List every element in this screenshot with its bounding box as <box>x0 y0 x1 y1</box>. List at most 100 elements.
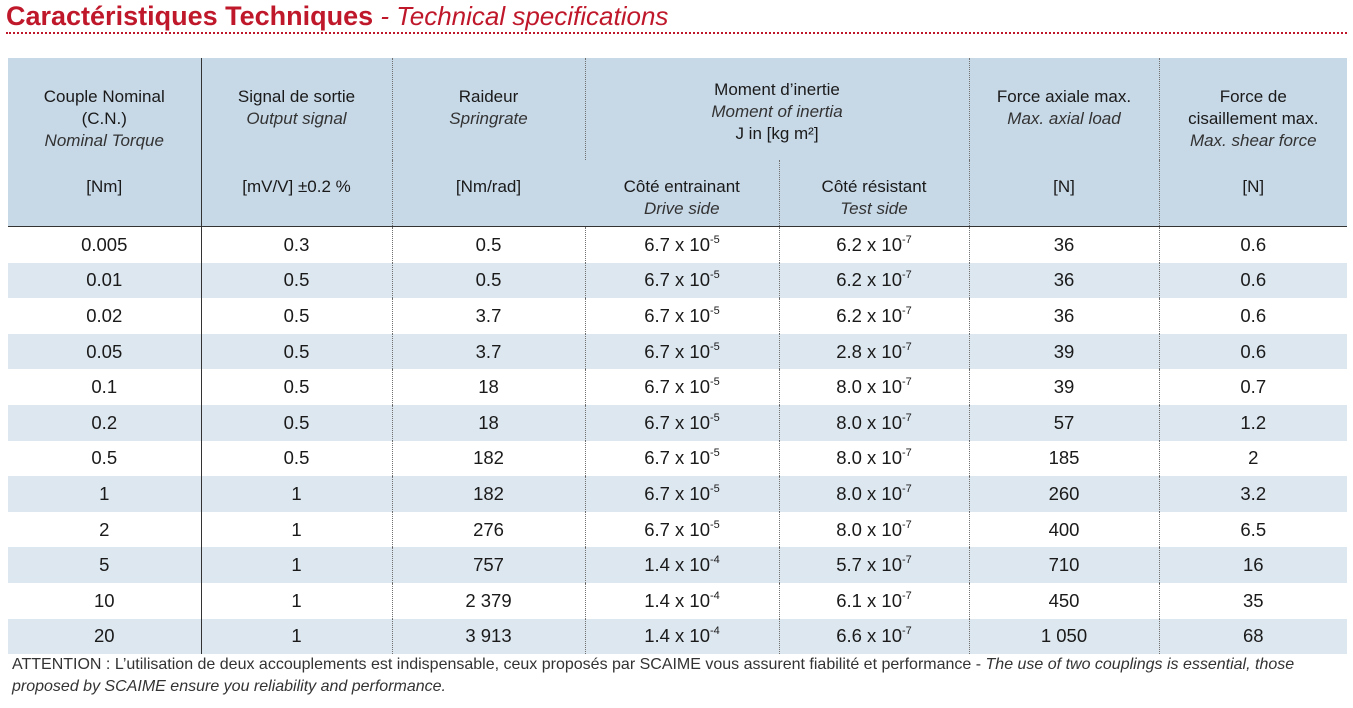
cell-test: 6.1 x 10-7 <box>778 582 969 619</box>
header-output-signal: Signal de sortie Output signal [mV/V] ±0… <box>200 58 392 227</box>
cell-cisaillement: 0.6 <box>1158 333 1347 370</box>
cell-test: 6.2 x 10-7 <box>778 262 969 299</box>
table-row: 2 1 276 6.7 x 10-5 8.0 x 10-7 400 6.5 <box>8 511 1347 548</box>
cell-signal: 0.5 <box>200 404 392 441</box>
header-test-side: Côté résistant Test side <box>778 160 969 227</box>
header-springrate: Raideur Springrate [Nm/rad] <box>391 58 585 227</box>
cell-raideur: 2 379 <box>391 582 585 619</box>
cell-test: 5.7 x 10-7 <box>778 547 969 583</box>
table-row: 0.005 0.3 0.5 6.7 x 10-5 6.2 x 10-7 36 0.6 <box>8 226 1347 263</box>
table-row: 1 1 182 6.7 x 10-5 8.0 x 10-7 260 3.2 <box>8 476 1347 512</box>
title-english: Technical specifications <box>396 1 669 31</box>
cell-test: 8.0 x 10-7 <box>778 476 969 512</box>
cell-signal: 1 <box>200 582 392 619</box>
table-row: 0.2 0.5 18 6.7 x 10-5 8.0 x 10-7 57 1.2 <box>8 404 1347 441</box>
cell-axiale: 400 <box>968 511 1159 548</box>
cell-test: 8.0 x 10-7 <box>778 404 969 441</box>
cell-signal: 0.5 <box>200 440 392 477</box>
header-drive-side: Côté entrainant Drive side <box>585 160 779 227</box>
unit-nominal-torque: [Nm] <box>86 177 123 196</box>
cell-raideur: 3.7 <box>391 298 585 334</box>
header-max-shear-force: Force de cisaillement max. Max. shear fo… <box>1158 58 1347 227</box>
cell-couple: 1 <box>8 476 201 512</box>
cell-couple: 20 <box>8 618 201 655</box>
header-moment-of-inertia: Moment d’inertie Moment of inertia J in … <box>584 58 969 160</box>
cell-test: 6.2 x 10-7 <box>778 226 969 263</box>
cell-axiale: 39 <box>968 369 1159 405</box>
cell-signal: 0.5 <box>200 369 392 405</box>
cell-cisaillement: 68 <box>1158 618 1347 655</box>
specifications-table: Couple Nominal (C.N.) Nominal Torque [Nm… <box>8 58 1347 655</box>
cell-signal: 0.5 <box>200 333 392 370</box>
cell-drive: 6.7 x 10-5 <box>584 333 779 370</box>
cell-axiale: 57 <box>968 404 1159 441</box>
cell-cisaillement: 16 <box>1158 547 1347 583</box>
unit-max-axial-load: [N] <box>1053 177 1075 196</box>
cell-axiale: 185 <box>968 440 1159 477</box>
cell-drive: 6.7 x 10-5 <box>584 476 779 512</box>
cell-axiale: 36 <box>968 298 1159 334</box>
cell-cisaillement: 1.2 <box>1158 404 1347 441</box>
cell-couple: 0.02 <box>8 298 201 334</box>
table-row: 5 1 757 1.4 x 10-4 5.7 x 10-7 710 16 <box>8 547 1347 583</box>
cell-couple: 0.01 <box>8 262 201 299</box>
cell-signal: 1 <box>200 618 392 655</box>
table-row: 0.1 0.5 18 6.7 x 10-5 8.0 x 10-7 39 0.7 <box>8 369 1347 405</box>
cell-cisaillement: 6.5 <box>1158 511 1347 548</box>
cell-cisaillement: 35 <box>1158 582 1347 619</box>
cell-axiale: 36 <box>968 226 1159 263</box>
unit-moment-of-inertia: J in [kg m²] <box>735 124 819 143</box>
title-dotted-rule <box>6 32 1347 34</box>
cell-cisaillement: 0.7 <box>1158 369 1347 405</box>
cell-test: 8.0 x 10-7 <box>778 440 969 477</box>
cell-axiale: 450 <box>968 582 1159 619</box>
attention-footnote: ATTENTION : L’utilisation de deux accoup… <box>12 654 1347 698</box>
table-row: 0.05 0.5 3.7 6.7 x 10-5 2.8 x 10-7 39 0.6 <box>8 333 1347 370</box>
table-row: 10 1 2 379 1.4 x 10-4 6.1 x 10-7 450 35 <box>8 582 1347 619</box>
cell-drive: 6.7 x 10-5 <box>584 404 779 441</box>
cell-axiale: 260 <box>968 476 1159 512</box>
cell-cisaillement: 3.2 <box>1158 476 1347 512</box>
cell-couple: 10 <box>8 582 201 619</box>
cell-couple: 0.1 <box>8 369 201 405</box>
cell-axiale: 39 <box>968 333 1159 370</box>
header-nominal-torque: Couple Nominal (C.N.) Nominal Torque [Nm… <box>8 58 201 227</box>
cell-raideur: 0.5 <box>391 226 585 263</box>
cell-drive: 6.7 x 10-5 <box>584 262 779 299</box>
cell-raideur: 3 913 <box>391 618 585 655</box>
cell-raideur: 757 <box>391 547 585 583</box>
cell-signal: 0.5 <box>200 298 392 334</box>
cell-drive: 1.4 x 10-4 <box>584 582 779 619</box>
cell-test: 8.0 x 10-7 <box>778 369 969 405</box>
cell-signal: 1 <box>200 476 392 512</box>
footnote-french: ATTENTION : L’utilisation de deux accoup… <box>12 656 986 673</box>
unit-max-shear-force: [N] <box>1242 177 1265 196</box>
cell-test: 6.2 x 10-7 <box>778 298 969 334</box>
cell-drive: 6.7 x 10-5 <box>584 369 779 405</box>
cell-signal: 0.5 <box>200 262 392 299</box>
cell-test: 2.8 x 10-7 <box>778 333 969 370</box>
page-title: Caractéristiques Techniques - Technical … <box>6 0 668 34</box>
cell-signal: 1 <box>200 547 392 583</box>
cell-couple: 0.2 <box>8 404 201 441</box>
cell-cisaillement: 0.6 <box>1158 226 1347 263</box>
cell-test: 6.6 x 10-7 <box>778 618 969 655</box>
cell-couple: 0.5 <box>8 440 201 477</box>
table-row: 0.02 0.5 3.7 6.7 x 10-5 6.2 x 10-7 36 0.6 <box>8 298 1347 334</box>
cell-couple: 0.05 <box>8 333 201 370</box>
unit-springrate: [Nm/rad] <box>455 177 522 196</box>
cell-raideur: 276 <box>391 511 585 548</box>
cell-raideur: 0.5 <box>391 262 585 299</box>
cell-drive: 1.4 x 10-4 <box>584 547 779 583</box>
header-max-axial-load: Force axiale max. Max. axial load [N] <box>968 58 1159 227</box>
cell-axiale: 1 050 <box>968 618 1159 655</box>
cell-drive: 1.4 x 10-4 <box>584 618 779 655</box>
cell-axiale: 36 <box>968 262 1159 299</box>
cell-couple: 5 <box>8 547 201 583</box>
cell-cisaillement: 2 <box>1158 440 1347 477</box>
cell-axiale: 710 <box>968 547 1159 583</box>
table-row: 0.01 0.5 0.5 6.7 x 10-5 6.2 x 10-7 36 0.6 <box>8 262 1347 299</box>
cell-drive: 6.7 x 10-5 <box>584 226 779 263</box>
cell-raideur: 3.7 <box>391 333 585 370</box>
footnote-english: The use of two couplings is essential, t… <box>12 656 1295 695</box>
